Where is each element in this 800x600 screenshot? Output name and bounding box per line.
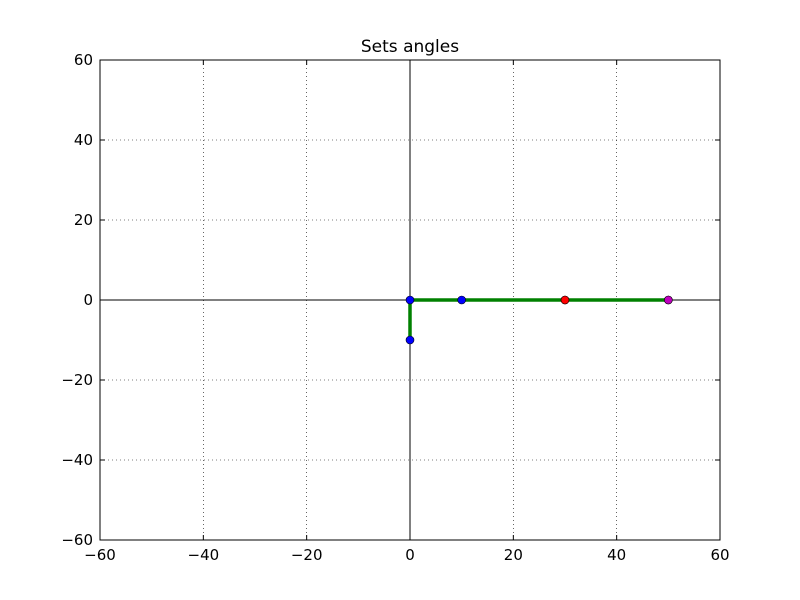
highlight-point bbox=[560, 295, 570, 305]
data-point bbox=[405, 335, 415, 345]
chart-title: Sets angles bbox=[361, 37, 459, 57]
y-tick-label: −20 bbox=[61, 371, 93, 389]
highlight-point bbox=[664, 295, 673, 305]
y-tick-label: −60 bbox=[61, 531, 93, 549]
y-tick-label: 40 bbox=[74, 131, 93, 149]
y-tick-label: −40 bbox=[61, 451, 93, 469]
y-tick-label: 20 bbox=[74, 211, 93, 229]
axis-ticks: −60 −40 −20 0 20 40 60 −60 −40 −20 0 20 40 60 bbox=[61, 51, 729, 564]
y-tick-label: 0 bbox=[83, 291, 93, 309]
x-tick-label: 20 bbox=[504, 546, 523, 564]
y-tick-label: 60 bbox=[74, 51, 93, 69]
x-tick-label: 0 bbox=[405, 546, 415, 564]
series-layer bbox=[405, 295, 673, 345]
x-tick-label: 60 bbox=[710, 546, 729, 564]
x-tick-label: −60 bbox=[84, 546, 116, 564]
x-tick-label: 40 bbox=[607, 546, 626, 564]
data-point bbox=[405, 295, 415, 305]
x-tick-label: −40 bbox=[188, 546, 220, 564]
data-point bbox=[457, 295, 466, 305]
x-tick-label: −20 bbox=[291, 546, 323, 564]
